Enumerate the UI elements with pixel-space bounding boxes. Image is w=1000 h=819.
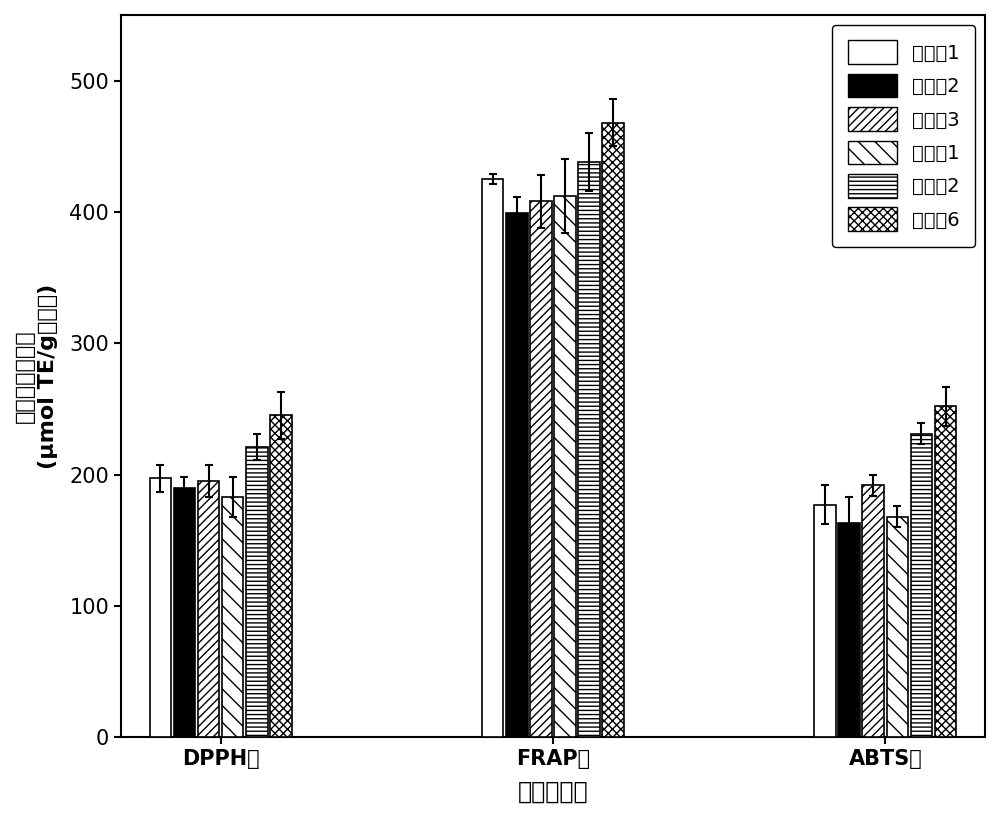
Bar: [482, 179, 503, 737]
Bar: [198, 481, 219, 737]
Bar: [246, 447, 268, 737]
X-axis label: 抗氧化方法: 抗氧化方法: [518, 780, 588, 804]
Bar: [174, 487, 195, 737]
Bar: [222, 497, 243, 737]
Y-axis label: 自由基清除能力
(μmol TE/g花色苷): 自由基清除能力 (μmol TE/g花色苷): [15, 283, 58, 468]
Bar: [506, 213, 528, 737]
Bar: [530, 201, 552, 737]
Bar: [911, 434, 932, 737]
Bar: [554, 197, 576, 737]
Bar: [887, 517, 908, 737]
Bar: [838, 523, 860, 737]
Bar: [935, 406, 956, 737]
Bar: [814, 505, 836, 737]
Legend: 实施例1, 实施例2, 实施例3, 对比例1, 对比例2, 对比例6: 实施例1, 实施例2, 实施例3, 对比例1, 对比例2, 对比例6: [832, 25, 975, 247]
Bar: [270, 415, 292, 737]
Bar: [602, 123, 624, 737]
Bar: [862, 485, 884, 737]
Bar: [578, 162, 600, 737]
Bar: [150, 478, 171, 737]
